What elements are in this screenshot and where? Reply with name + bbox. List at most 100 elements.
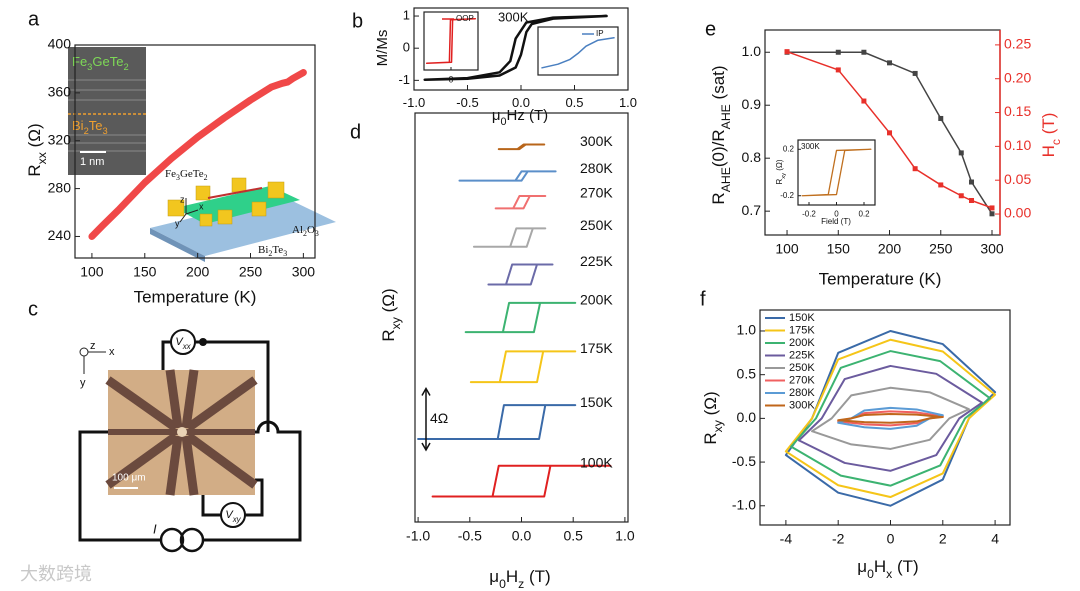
series-label: 225K	[580, 253, 613, 269]
y-axis-label: Rxy (Ω)	[379, 288, 403, 341]
x-axis-label: μ0Hz (T)	[492, 107, 548, 128]
legend-label: 270K	[789, 374, 815, 386]
junction	[199, 338, 207, 346]
tem-bottom-label: Bi2Te3	[72, 118, 108, 136]
panel-letter: e	[705, 18, 716, 40]
x-axis-label-part: (T)	[524, 567, 550, 586]
y2-axis-label-part: (T)	[1039, 113, 1058, 139]
x-tick-label: 150	[133, 263, 157, 279]
x-axis-label-part: μ	[492, 107, 501, 124]
x-tick-label: 300	[292, 263, 316, 279]
marker	[912, 166, 918, 172]
series-line	[469, 350, 577, 384]
legend-label: 175K	[789, 324, 815, 336]
tem-scale-label: 1 nm	[80, 156, 104, 168]
y2-axis-label-part: H	[1039, 145, 1058, 157]
y-axis-label: Rxy (Ω)	[775, 159, 786, 184]
x-tick-label: 200	[878, 240, 902, 256]
series-label: 280K	[580, 160, 613, 176]
panel-letter: f	[700, 288, 706, 310]
device-schematic: Fe3GeTe2 Bi2Te3 Al2O3 z x y	[150, 168, 336, 262]
x-axis-label-part: 0	[500, 116, 506, 128]
y2-tick-label: 0.10	[1004, 137, 1031, 153]
plot-frame	[537, 26, 619, 76]
x-axis-label-part: μ	[857, 557, 867, 576]
x-tick-label: 100	[775, 240, 799, 256]
circuit-diagram: c z x y 100 μm Vxx Vxy	[28, 298, 302, 553]
y-axis-label-part: AHE	[719, 104, 733, 129]
y-tick-label: -0.2	[780, 191, 794, 200]
y-axis-label-part: xy	[389, 316, 403, 329]
x-axis-label: Field (T)	[821, 217, 851, 226]
y-tick-label: -0.5	[732, 453, 756, 469]
flake-label: Fe3GeTe2	[165, 168, 208, 183]
tem-inset: Fe3GeTe2 Bi2Te3 1 nm	[68, 47, 146, 175]
panel-letter: b	[352, 10, 363, 32]
x-tick-label: -0.5	[458, 527, 482, 543]
series-line	[837, 413, 944, 424]
marker	[958, 193, 964, 199]
x-axis-label-part: μ	[489, 567, 499, 586]
y2-axis-label: Hc (T)	[1039, 113, 1063, 158]
series-line	[784, 338, 997, 499]
current-arrow	[207, 187, 263, 199]
electrodes	[105, 369, 258, 496]
legend-label: 150K	[789, 312, 815, 324]
y-axis-label-part: xx	[35, 152, 49, 164]
x-tick-label: 150	[827, 240, 851, 256]
x-axis-label-part: x	[886, 567, 892, 581]
axis-y: y	[175, 218, 180, 228]
marker	[912, 70, 918, 76]
scale-label: 100 μm	[112, 473, 146, 484]
y-tick-label: 320	[48, 131, 72, 147]
x-axis-label: μ0Hz (T)	[489, 567, 550, 591]
y-axis-label-part: (Ω)	[775, 159, 784, 173]
series-label: 150K	[580, 394, 613, 410]
y-tick-label: 0.2	[783, 144, 795, 153]
annotation: 300K	[498, 9, 529, 24]
y-tick-label: 0.5	[737, 365, 757, 381]
y-axis-label-part: (Ω)	[379, 288, 398, 317]
watermark: 大数跨境	[20, 564, 92, 584]
voltmeter-xy	[220, 502, 246, 528]
marker	[958, 150, 964, 156]
x-axis-label: Temperature (K)	[134, 287, 257, 306]
legend-label: 225K	[789, 349, 815, 361]
plot-frame	[759, 309, 1011, 526]
y-tick-label: 0.9	[742, 96, 762, 112]
series-line	[88, 69, 307, 240]
y2-axis-label-part: c	[1049, 139, 1063, 145]
voltmeter-xx	[170, 329, 196, 355]
legend-label: OOP	[456, 14, 474, 23]
contacts	[167, 177, 285, 227]
x-axis-label: Temperature (K)	[819, 269, 942, 288]
marker	[835, 67, 841, 73]
axis-z: z	[90, 340, 96, 352]
substrate-side	[150, 228, 205, 262]
y-axis-label: Rxy (Ω)	[701, 391, 725, 444]
series-line	[801, 148, 872, 197]
x-axis-label: μ0Hx (T)	[857, 557, 918, 581]
marker	[861, 98, 867, 104]
x-axis-label-part: (T)	[892, 557, 918, 576]
y2-tick-label: 0.20	[1004, 69, 1031, 85]
y-tick-label: 1.0	[742, 43, 762, 59]
x-tick-label: 0.5	[565, 95, 583, 110]
series-line	[431, 464, 612, 498]
y-axis-label: M/Ms	[374, 30, 391, 67]
device-center	[177, 427, 187, 437]
y2-tick-label: 0.15	[1004, 103, 1031, 119]
y-tick-label: 0.0	[737, 409, 757, 425]
marker	[989, 211, 995, 217]
series-line	[487, 263, 554, 286]
tem-top-label: Fe3GeTe2	[72, 54, 129, 72]
axis-x: x	[109, 346, 115, 358]
panel-letter: c	[28, 298, 38, 320]
series-line	[837, 406, 944, 430]
legend-label: IP	[596, 29, 604, 38]
y-axis-label-part: AHE	[719, 167, 733, 192]
y-tick-label: 0	[403, 40, 410, 55]
axis-y: y	[80, 377, 86, 389]
current-source	[179, 527, 205, 553]
